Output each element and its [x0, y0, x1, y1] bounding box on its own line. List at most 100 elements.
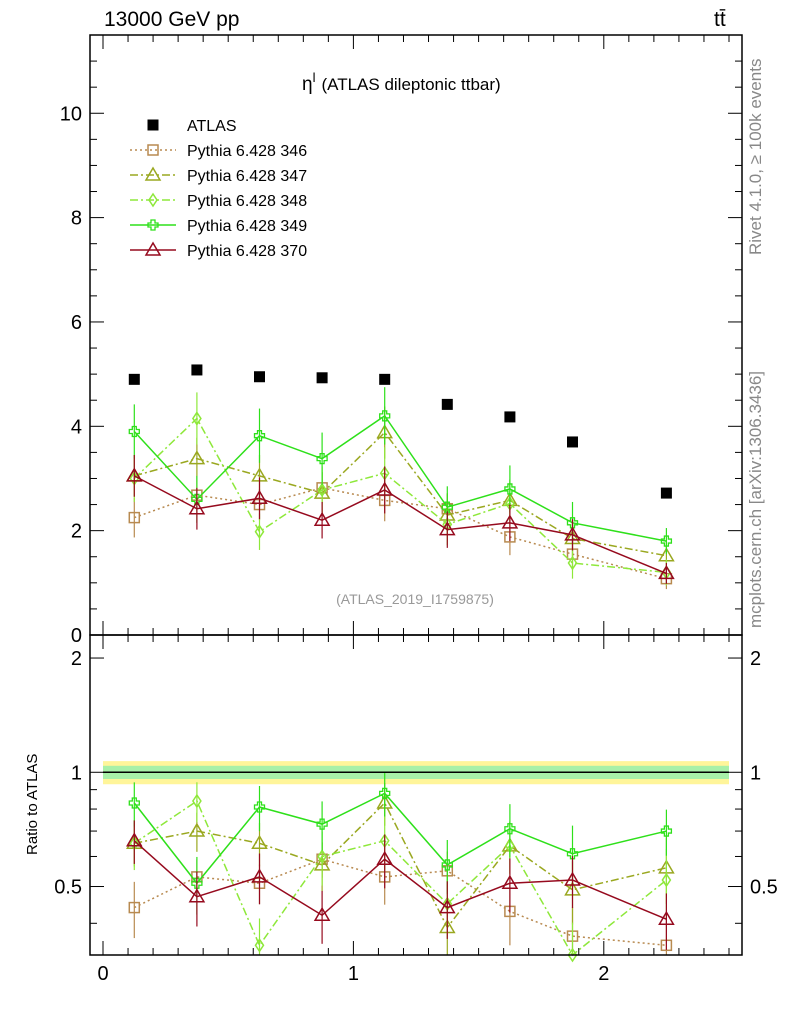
data-point: [567, 555, 578, 571]
ratio-axis-label: Ratio to ATLAS: [24, 754, 41, 855]
main-y-tick-label: 8: [71, 208, 82, 230]
ratio-series-0: [128, 842, 673, 955]
legend-marker: [144, 241, 162, 256]
ratio-data-point: [567, 947, 578, 963]
ratio-data-point: [566, 848, 579, 860]
ratio-series-line: [134, 801, 667, 929]
ratio-data-point: [317, 849, 328, 864]
data-point: [504, 411, 516, 423]
ratio-y-tick-label: 0.5: [54, 877, 82, 899]
legend-entry: Pythia 6.428 348: [130, 192, 307, 210]
data-point: [660, 487, 672, 499]
ratio-series-line: [133, 840, 667, 920]
ratio-data-point: [128, 901, 141, 914]
data-point: [376, 481, 394, 496]
data-point: [188, 500, 206, 515]
series-2: [125, 406, 675, 572]
title-text: (ATLAS dileptonic ttbar): [321, 75, 500, 94]
main-panel-marks: [125, 364, 675, 590]
data-point: [438, 521, 456, 536]
ratio-data-point: [313, 906, 331, 922]
ratio-data-point: [504, 823, 516, 835]
x-tick-label: 1: [348, 963, 359, 985]
series-3: [129, 392, 672, 586]
legend-marker: [148, 192, 158, 208]
ratio-data-point: [191, 793, 202, 809]
legend-entry: Pythia 6.428 349: [130, 218, 307, 235]
ratio-series-line: [133, 792, 667, 885]
ratio-panel-marks: [125, 773, 675, 963]
main-y-tick-label: 4: [71, 416, 82, 438]
ratio-data-point: [188, 822, 206, 837]
legend-entry: Pythia 6.428 370: [130, 241, 307, 260]
legend-entry: Pythia 6.428 346: [130, 143, 307, 160]
ratio-y-tick-label: 1: [71, 762, 82, 784]
legend-label: Pythia 6.428 346: [187, 143, 307, 160]
ratio-data-point: [441, 859, 453, 871]
ratio-data-point: [191, 877, 203, 889]
ratio-data-point: [438, 899, 456, 914]
ratio-data-point: [251, 868, 268, 883]
ratio-data-point: [379, 787, 391, 799]
data-point: [441, 398, 453, 410]
data-point: [128, 511, 141, 524]
data-point: [441, 501, 453, 513]
series-line: [134, 431, 667, 557]
x-tick-label: 2: [598, 963, 609, 985]
legend-label: Pythia 6.428 370: [187, 243, 307, 260]
data-point: [501, 514, 519, 529]
data-point: [317, 482, 328, 498]
ratio-series-3: [128, 773, 673, 915]
plot-title: ηl (ATLAS dileptonic ttbar): [302, 70, 501, 95]
ratio-series-4: [125, 820, 675, 950]
data-point: [564, 526, 581, 541]
series-4: [128, 387, 673, 555]
ratio-data-point: [128, 797, 140, 809]
data-point: [125, 467, 143, 482]
data-point: [128, 425, 140, 438]
legend-marker: [147, 144, 159, 156]
ratio-data-point: [501, 874, 519, 890]
ratio-y-tick-label-right: 0.5: [750, 877, 778, 899]
process-label: tt̄: [714, 8, 726, 31]
data-point: [504, 483, 516, 495]
ratio-data-point: [658, 910, 675, 925]
data-point: [660, 535, 673, 547]
data-point: [567, 436, 578, 448]
legend-entry: Pythia 6.428 347: [130, 166, 307, 185]
ratio-data-point: [660, 825, 673, 837]
main-y-tick-label: 0: [71, 625, 82, 647]
legend-label: ATLAS: [187, 118, 237, 135]
ratio-data-point: [253, 801, 266, 813]
series-5: [125, 455, 675, 584]
legend-label: Pythia 6.428 349: [187, 218, 307, 235]
ratio-y-tick-label: 2: [71, 648, 82, 670]
data-point: [128, 373, 140, 385]
ratio-series-line: [133, 858, 667, 947]
legend: ATLAS Pythia 6.428 346 Pythia 6.428 347 Pyt…: [130, 118, 307, 260]
main-y-tick-label: 2: [71, 521, 82, 543]
ratio-data-point: [316, 818, 328, 830]
data-point: [316, 453, 328, 465]
series-line: [133, 417, 667, 574]
data-point: [254, 524, 265, 540]
ratio-data-point: [254, 937, 265, 953]
title-symbol: η: [302, 74, 313, 95]
series-line: [133, 414, 667, 542]
data-point: [379, 410, 391, 422]
ratio-data-point: [188, 888, 206, 903]
legend-marker: [144, 166, 162, 181]
legend-label: Pythia 6.428 347: [187, 168, 307, 185]
analysis-watermark: (ATLAS_2019_I1759875): [336, 591, 494, 607]
data-point: [191, 411, 202, 426]
main-y-tick-label: 6: [71, 312, 82, 334]
data-point: [188, 450, 206, 465]
data-point: [379, 373, 391, 385]
legend-label: Pythia 6.428 348: [187, 193, 307, 210]
rivet-version-label: Rivet 4.1.0, ≥ 100k events: [746, 59, 765, 255]
ratio-frame: [89, 634, 743, 956]
legend-entry: ATLAS: [147, 118, 237, 135]
ratio-y-tick-label-right: 1: [750, 762, 761, 784]
